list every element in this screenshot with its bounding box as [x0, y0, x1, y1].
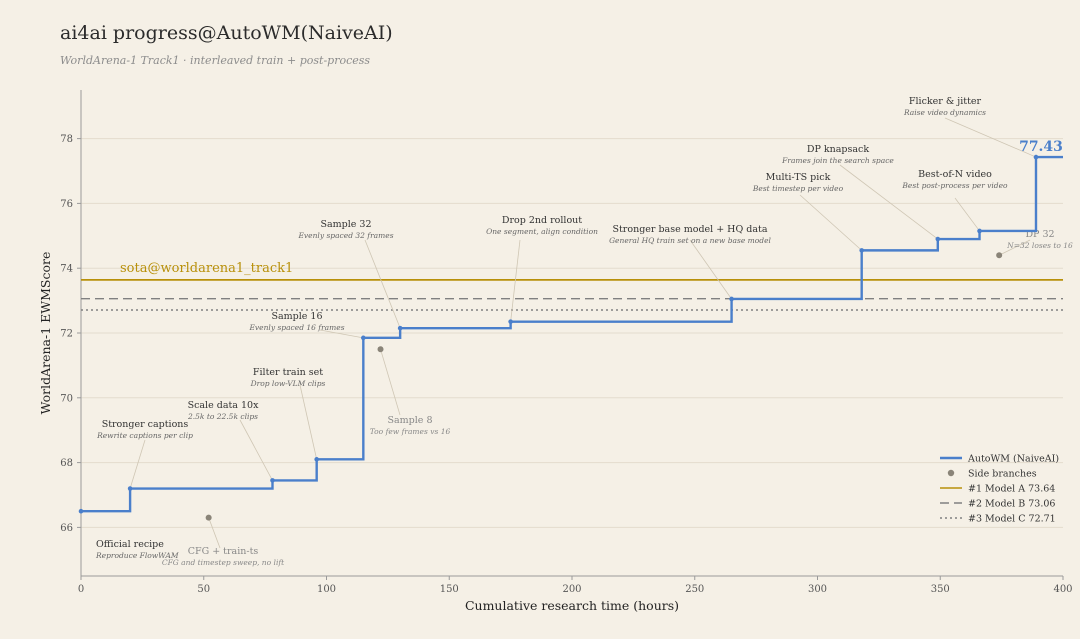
step-point — [270, 478, 275, 483]
annotation-title: Official recipe — [96, 539, 164, 550]
x-tick-label: 250 — [685, 584, 704, 595]
step-point — [977, 228, 982, 234]
annotation-subtitle: One segment, align condition — [486, 227, 598, 236]
legend-label: #2 Model B 73.06 — [968, 499, 1055, 510]
annotation-subtitle: Best timestep per video — [752, 184, 844, 193]
annotation-subtitle: Best post-process per video — [901, 181, 1008, 190]
annotation-leader — [689, 239, 732, 300]
annotation-title: Stronger captions — [102, 419, 189, 430]
y-tick-label: 70 — [60, 393, 73, 404]
side-branch-point — [377, 346, 384, 353]
step-point — [859, 248, 864, 253]
legend-swatch — [947, 469, 955, 477]
annotation-subtitle: Drop low-VLM clips — [250, 379, 326, 388]
x-tick-label: 350 — [931, 584, 950, 595]
legend-label: #1 Model A 73.64 — [968, 484, 1055, 495]
annotation-leader — [299, 384, 318, 460]
legend-label: #3 Model C 72.71 — [968, 514, 1056, 525]
x-tick-label: 0 — [78, 584, 84, 595]
annotation-leader — [510, 239, 521, 322]
step-point — [1033, 154, 1039, 160]
final-value-label: 77.43 — [1019, 139, 1063, 155]
annotation-title: Filter train set — [253, 367, 323, 378]
step-point — [508, 319, 513, 324]
legend-label: AutoWM (NaiveAI) — [967, 454, 1059, 465]
annotation-title: Sample 8 — [388, 415, 433, 426]
step-point — [935, 236, 941, 242]
annotation-leader — [954, 197, 980, 232]
annotation-subtitle: Evenly spaced 32 frames — [297, 231, 393, 240]
annotation-subtitle: CFG and timestep sweep, no lift — [162, 558, 285, 567]
step-point — [127, 486, 133, 491]
x-tick-label: 150 — [440, 584, 459, 595]
step-point — [361, 335, 366, 341]
x-tick-label: 50 — [197, 584, 210, 595]
annotation-leader — [319, 329, 364, 339]
annotation-leader — [208, 517, 221, 549]
y-axis-label: WorldArena-1 EWMScore — [38, 252, 53, 415]
step-point — [729, 296, 734, 302]
chart-title: ai4ai progress@AutoWM(NaiveAI) — [60, 22, 393, 44]
annotation-subtitle: N=32 loses to 16 — [1006, 241, 1073, 250]
annotation-subtitle: Too few frames vs 16 — [370, 427, 451, 436]
annotation-subtitle: 2.5k to 22.5k clips — [187, 412, 258, 421]
x-axis-label: Cumulative research time (hours) — [465, 598, 679, 613]
step-point — [314, 457, 319, 462]
side-branch-point — [996, 252, 1003, 259]
annotation-leader — [129, 439, 146, 489]
annotation-subtitle: Raise video dynamics — [903, 108, 986, 117]
legend-label: Side branches — [968, 469, 1037, 480]
step-point — [397, 325, 403, 331]
annotation-title: Drop 2nd rollout — [502, 215, 582, 226]
annotation-title: Sample 16 — [271, 311, 322, 322]
y-tick-label: 78 — [60, 134, 73, 145]
y-tick-label: 68 — [60, 458, 73, 469]
y-tick-label: 74 — [60, 264, 73, 275]
y-tick-label: 76 — [60, 199, 73, 210]
x-tick-label: 100 — [317, 584, 336, 595]
annotation-subtitle: Evenly spaced 16 frames — [248, 323, 344, 332]
annotation-title: Scale data 10x — [188, 400, 260, 411]
annotation-leader — [998, 239, 1031, 256]
annotation-leader — [239, 419, 273, 481]
step-point — [78, 508, 84, 514]
annotation-title: Flicker & jitter — [909, 96, 982, 107]
annotation-leader — [380, 349, 401, 416]
annotation-subtitle: Rewrite captions per clip — [96, 431, 193, 440]
x-tick-label: 400 — [1053, 584, 1072, 595]
annotation-leader — [799, 194, 862, 251]
annotation-title: CFG + train-ts — [188, 546, 259, 557]
y-tick-label: 66 — [60, 523, 73, 534]
x-tick-label: 300 — [808, 584, 827, 595]
sota-label: sota@worldarena1_track1 — [120, 261, 293, 276]
annotation-title: DP knapsack — [807, 144, 870, 155]
series-line-autowm — [81, 155, 1063, 513]
annotation-title: Stronger base model + HQ data — [612, 224, 767, 235]
annotation-subtitle: Reproduce FlowWAM — [95, 551, 179, 560]
y-tick-label: 72 — [60, 329, 73, 340]
annotation-leader — [364, 239, 401, 329]
annotation-leader — [944, 117, 1037, 158]
annotation-leader — [839, 164, 939, 240]
annotation-title: Best-of-N video — [918, 169, 992, 180]
side-branch-point — [205, 514, 212, 521]
x-tick-label: 200 — [562, 584, 581, 595]
annotation-subtitle: General HQ train set on a new base model — [609, 236, 771, 245]
annotation-subtitle: Frames join the search space — [781, 156, 894, 165]
annotation-title: Sample 32 — [320, 219, 371, 230]
chart-subtitle: WorldArena-1 Track1 · interleaved train … — [60, 54, 371, 67]
annotation-title: DP 32 — [1025, 229, 1054, 240]
annotation-title: Multi-TS pick — [766, 172, 831, 183]
